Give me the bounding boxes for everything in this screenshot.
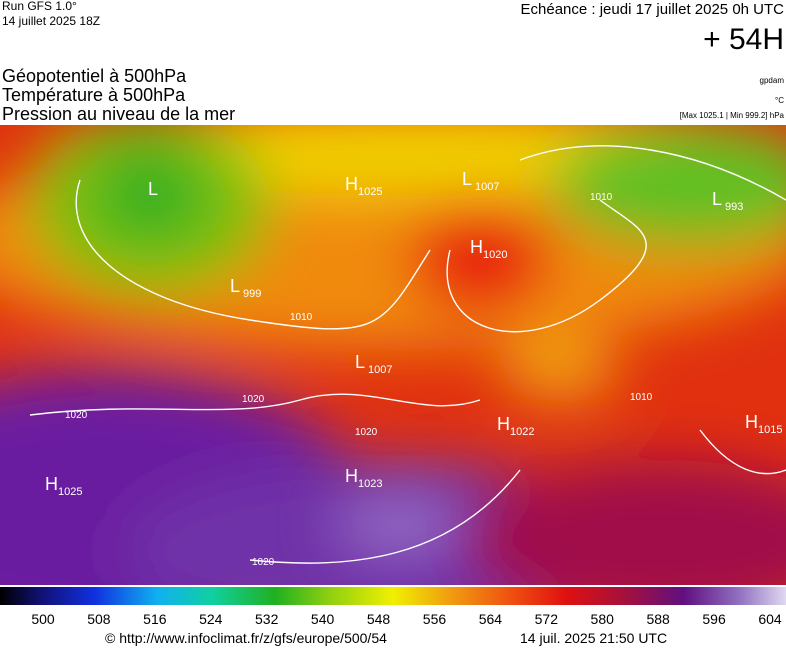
center-letter: H [45, 474, 58, 494]
center-value: 1015 [758, 424, 782, 436]
valid-time: Echéance : jeudi 17 juillet 2025 0h UTC [521, 1, 785, 18]
colorbar-label: 524 [199, 611, 223, 627]
colorbar-label: 508 [87, 611, 111, 627]
run-date: 14 juillet 2025 18Z [2, 14, 100, 28]
colorbar-label: 604 [758, 611, 782, 627]
center-letter: L [148, 179, 158, 199]
colorbar-label: 500 [31, 611, 55, 627]
center-value: 1025 [58, 486, 82, 498]
center-letter: L [230, 276, 240, 296]
center-letter: H [470, 237, 483, 257]
colorbar-label: 516 [143, 611, 167, 627]
isobar-label: 1020 [242, 394, 265, 405]
unit: °C [775, 96, 784, 105]
footer-time: 14 juil. 2025 21:50 UTC [520, 630, 667, 646]
center-letter: L [355, 352, 365, 372]
center-value: 993 [725, 201, 743, 213]
title: Température à 500hPa [2, 85, 186, 105]
center-letter: H [345, 174, 358, 194]
center-value: 1007 [475, 181, 499, 193]
unit: gpdam [760, 76, 785, 85]
center-letter: H [497, 414, 510, 434]
center-letter: L [712, 189, 722, 209]
isobar-label: 1020 [65, 410, 88, 421]
center-letter: H [345, 466, 358, 486]
colorbar-label: 556 [423, 611, 447, 627]
center-value: 1023 [358, 478, 382, 490]
colorbar-label: 564 [479, 611, 503, 627]
center-value: 1020 [483, 249, 507, 261]
colorbar-label: 540 [311, 611, 335, 627]
colorbar-label: 596 [702, 611, 726, 627]
colorbar-label: 548 [367, 611, 391, 627]
center-letter: L [462, 169, 472, 189]
run: Run GFS 1.0° [2, 0, 77, 13]
map [0, 125, 786, 585]
colorbar-label: 532 [255, 611, 279, 627]
isobar-label: 1010 [290, 312, 313, 323]
isobar-label: 1010 [630, 392, 653, 403]
center-value: 1007 [368, 364, 392, 376]
center-letter: H [745, 412, 758, 432]
lead-time: + 54H [703, 23, 784, 56]
center-value: 1022 [510, 426, 534, 438]
title: Géopotentiel à 500hPa [2, 66, 187, 86]
center-value: 1025 [358, 186, 382, 198]
isobar-label: 1020 [355, 427, 378, 438]
isobar-label: 1010 [590, 192, 613, 203]
colorbar-label: 588 [646, 611, 670, 627]
unit: [Max 1025.1 | Min 999.2] hPa [680, 111, 785, 120]
colorbar-label: 572 [535, 611, 559, 627]
colorbar-label: 580 [591, 611, 615, 627]
footer-url: © http://www.infoclimat.fr/z/gfs/europe/… [105, 630, 387, 646]
colorbar [0, 587, 786, 605]
title: Pression au niveau de la mer [2, 104, 235, 124]
center-value: 999 [243, 288, 261, 300]
isobar-label: 1020 [252, 557, 275, 568]
